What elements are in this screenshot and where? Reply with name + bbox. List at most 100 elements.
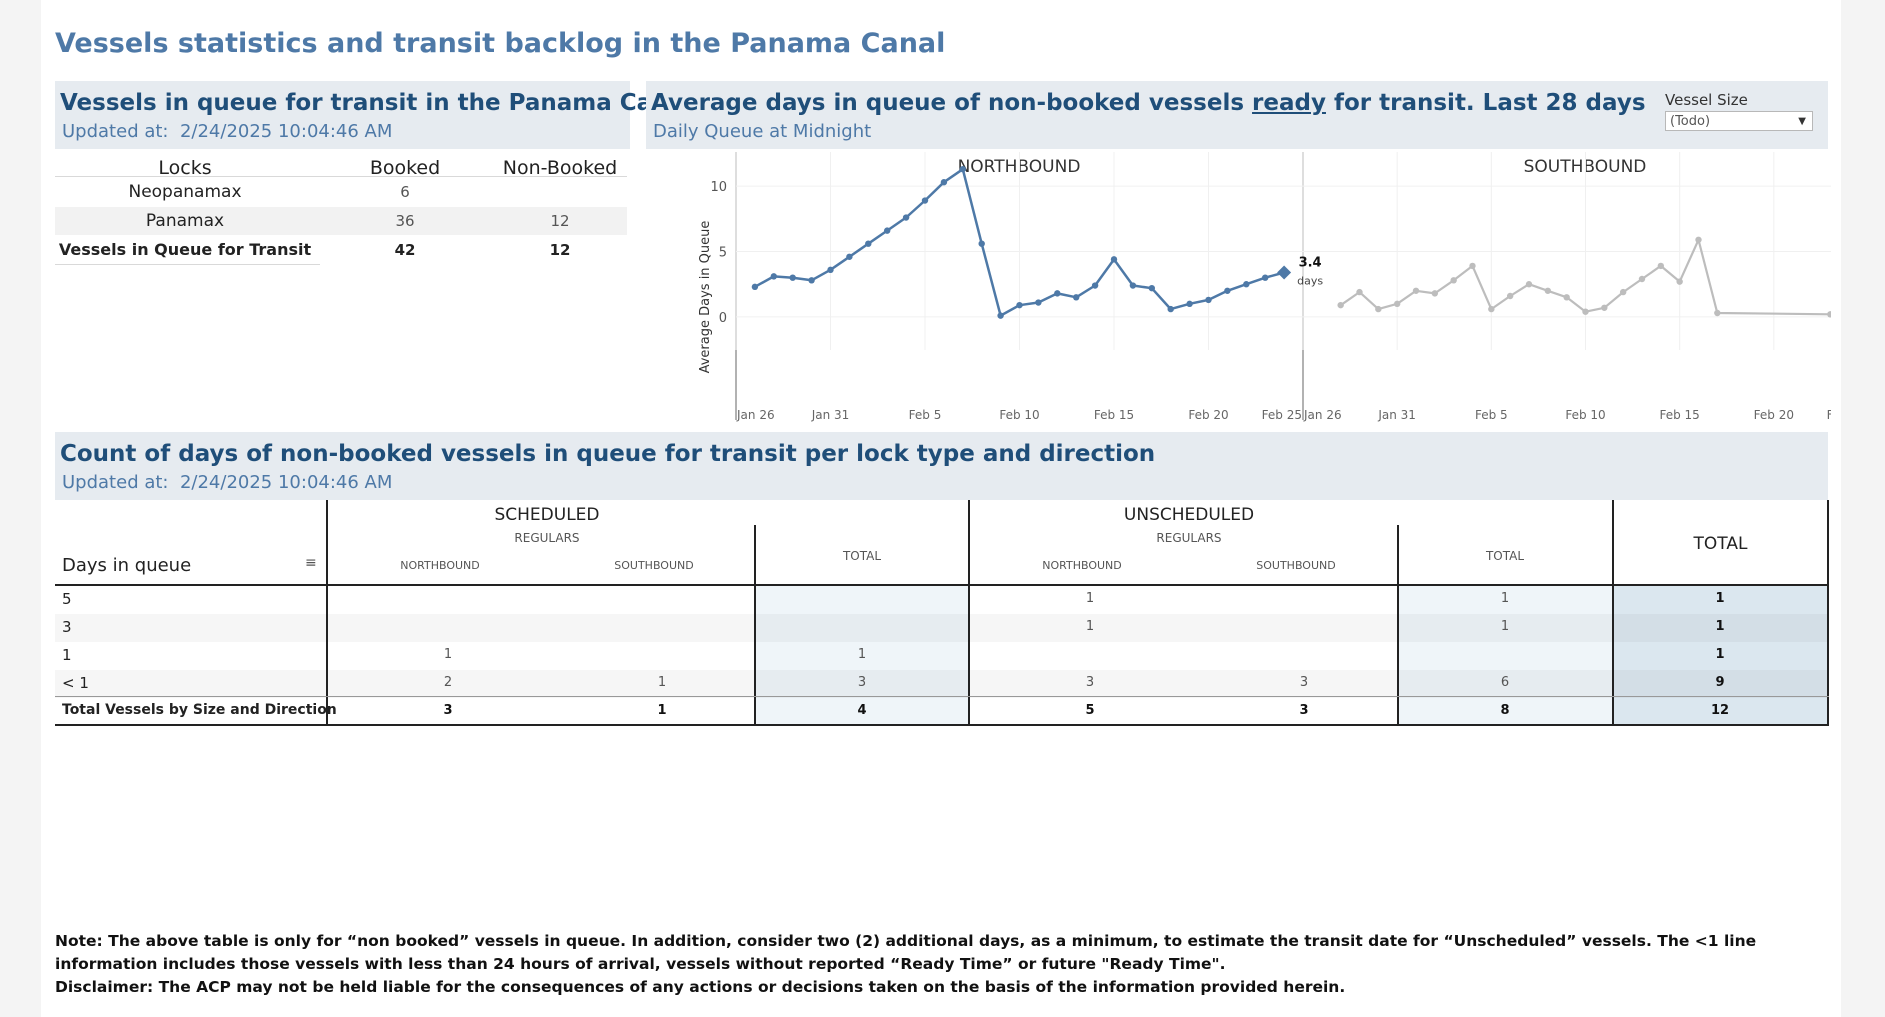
page-title: Vessels statistics and transit backlog i…: [55, 28, 946, 59]
data-point: [1525, 281, 1533, 288]
divider: [55, 584, 1829, 586]
col-locks: Locks: [158, 157, 212, 179]
data-point: [1714, 309, 1721, 317]
total-label: Vessels in Queue for Transit: [58, 240, 312, 259]
data-point: [1582, 308, 1589, 315]
booked-count: 36: [395, 212, 415, 230]
unscheduled-total-header: TOTAL: [1485, 549, 1525, 563]
southbound-header: SOUTHBOUND: [614, 559, 694, 572]
data-point: [1110, 256, 1118, 263]
x-tick-label: Jan 26: [736, 408, 775, 422]
end-unit-label: days: [1297, 274, 1323, 287]
total-row-label: Total Vessels by Size and Direction: [62, 702, 337, 718]
vessel-size-select[interactable]: (Todo) ▼: [1665, 111, 1813, 131]
data-point: [1167, 305, 1174, 313]
table-cell: 1: [1715, 591, 1725, 606]
row-label: 5: [62, 590, 72, 608]
data-point: [1469, 262, 1476, 270]
scheduled-total-header: TOTAL: [842, 549, 882, 563]
data-point: [1035, 299, 1042, 306]
data-point: [1488, 305, 1495, 313]
updated-prefix: Updated at:: [62, 121, 169, 142]
x-tick-label: Feb 5: [1475, 408, 1508, 422]
x-tick-label: Feb 15: [1659, 408, 1699, 422]
table-row: Neopanamax 6: [55, 178, 627, 206]
row-stripe: [55, 614, 1829, 642]
data-point: [1393, 300, 1401, 308]
data-point: [1243, 281, 1250, 288]
divider: [55, 724, 1829, 726]
x-tick-label: Feb 10: [1565, 408, 1605, 422]
chart-grid: [735, 152, 1831, 350]
table-cell: 3: [1299, 675, 1309, 690]
data-point: [1148, 284, 1155, 292]
table-cell: 1: [857, 647, 867, 662]
table-cell: 8: [1500, 703, 1510, 718]
count-panel-header: Count of days of non-booked vessels in q…: [55, 432, 1828, 500]
table-cell: 1: [657, 675, 667, 690]
chevron-down-icon: ▼: [1798, 116, 1806, 127]
data-point: [1205, 296, 1212, 304]
table-cell: 3: [1299, 703, 1309, 718]
y-axis-label: Average Days in Queue: [698, 221, 713, 374]
lock-name: Panamax: [145, 211, 225, 231]
x-tick-label: Feb 20: [1188, 408, 1228, 422]
data-point: [1638, 275, 1646, 283]
table-cell: 1: [1715, 647, 1725, 662]
row-label: 1: [62, 646, 72, 664]
table-cell: 3: [1085, 675, 1095, 690]
table-row: Panamax 36 12: [55, 207, 627, 235]
note-line: Note: The above table is only for “non b…: [55, 932, 1757, 973]
table-cell: 3: [443, 703, 453, 718]
x-tick-label: Feb 5: [909, 408, 942, 422]
data-point: [1054, 290, 1061, 297]
data-point: [1506, 292, 1514, 300]
table-cell: 5: [1085, 703, 1095, 718]
title-part: for transit. Last 28 days: [1325, 90, 1646, 116]
count-panel-updated: Updated at: 2/24/2025 10:04:46 AM: [62, 472, 392, 493]
col-non-booked: Non-Booked: [502, 157, 618, 179]
data-point: [1676, 278, 1683, 285]
avg-panel-title: Average days in queue of non-booked vess…: [651, 90, 1646, 116]
queue-panel-header: Vessels in queue for transit in the Pana…: [55, 81, 692, 149]
northbound-header: NORTHBOUND: [1042, 559, 1122, 572]
data-point: [770, 273, 777, 280]
x-tick-label: Feb 10: [999, 408, 1039, 422]
x-tick-label: Jan 31: [1377, 408, 1416, 422]
vessel-size-value: (Todo): [1670, 114, 1711, 129]
x-tick-label: Feb 25: [1827, 408, 1831, 422]
data-point: [1091, 282, 1099, 289]
total-row: Vessels in Queue for Transit 42 12: [55, 236, 627, 264]
unscheduled-header: UNSCHEDULED: [1123, 505, 1255, 525]
sort-icon[interactable]: ≡: [305, 555, 317, 571]
title-ready: ready: [1252, 90, 1326, 116]
table-cell: 1: [1085, 591, 1095, 606]
x-tick-label: Feb 25: [1262, 408, 1302, 422]
data-point: [751, 283, 759, 291]
data-point: [1412, 287, 1420, 294]
table-cell: 1: [1085, 619, 1095, 634]
data-point: [1016, 301, 1023, 309]
queue-panel-updated: Updated at: 2/24/2025 10:04:46 AM: [62, 121, 392, 142]
data-point: [1356, 288, 1363, 296]
data-point: [978, 240, 985, 247]
x-tick-label: Jan 31: [811, 408, 850, 422]
divider: [55, 264, 320, 265]
booked-total: 42: [394, 241, 416, 259]
data-point: [959, 165, 966, 173]
data-point: [1224, 287, 1231, 294]
avg-days-chart: NORTHBOUND SOUTHBOUND Average Days in Qu…: [698, 152, 1831, 422]
table-cell: 3: [857, 675, 867, 690]
data-point: [827, 266, 834, 274]
chart-marks: Jan 26 Jan 31 Feb 5 Feb 10 Feb 15 Feb 20 Feb 2…: [710, 165, 1831, 422]
scheduled-header: SCHEDULED: [494, 505, 600, 525]
chart-frame: NORTHBOUND SOUTHBOUND Average Days in Qu…: [698, 152, 1646, 420]
count-panel-title: Count of days of non-booked vessels in q…: [60, 441, 1156, 467]
table-cell: 2: [443, 675, 453, 690]
data-point: [1827, 311, 1831, 318]
scheduled-total-shade: [755, 586, 969, 726]
row-label: < 1: [62, 674, 89, 692]
count-table: SCHEDULED UNSCHEDULED REGULARS REGULARS …: [55, 500, 1829, 726]
data-point: [808, 277, 815, 284]
data-point: [1073, 294, 1080, 301]
